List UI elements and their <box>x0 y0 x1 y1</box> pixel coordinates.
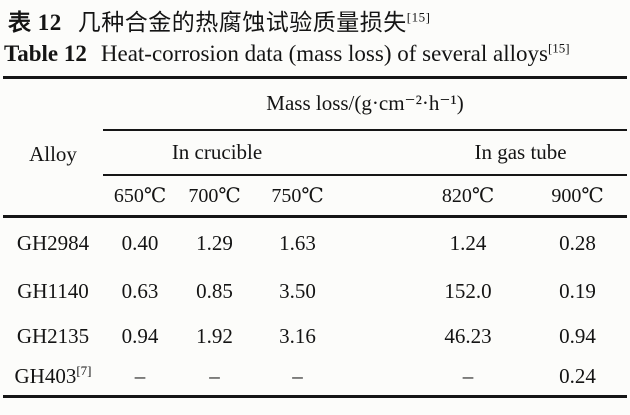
caption-en-title: Heat-corrosion data (mass loss) of sever… <box>100 41 548 66</box>
alloy-name: GH1140 <box>17 278 89 303</box>
spacer-cell <box>343 359 408 397</box>
group-header-crucible: In crucible <box>103 129 408 176</box>
value-cell: – <box>292 364 303 389</box>
value-cell: 1.29 <box>196 230 233 255</box>
temp-header-700: 700℃ <box>177 174 252 218</box>
caption-en-reference: [15] <box>547 40 570 56</box>
value-cell: 0.94 <box>121 323 159 348</box>
value-cell: 3.50 <box>279 278 316 303</box>
alloy-column-header: Alloy <box>3 129 103 218</box>
table-row-gh2135: GH2135 0.94 1.92 3.16 46.23 0.94 <box>3 314 627 359</box>
value-cell: 46.23 <box>444 323 492 348</box>
unit-header: Mass loss/(g·cm⁻²·h⁻¹) <box>103 77 628 131</box>
caption-english: Table 12 Heat-corrosion data (mass loss) … <box>4 41 570 67</box>
value-cell: 1.63 <box>279 230 316 255</box>
value-cell: 1.92 <box>196 323 233 348</box>
temperature-header-row: 650℃ 700℃ 750℃ 820℃ 900℃ <box>3 174 628 218</box>
value-cell: 0.63 <box>121 278 159 303</box>
temp-header-750: 750℃ <box>252 174 343 218</box>
caption-chinese: 表 12 几种合金的热腐蚀试验质量损失[15] <box>8 3 430 37</box>
alloy-name: GH2135 <box>16 323 90 348</box>
temp-header-650: 650℃ <box>103 174 177 218</box>
temp-header-900: 900℃ <box>528 174 628 218</box>
alloy-reference: [7] <box>76 363 92 379</box>
value-cell: 3.16 <box>279 323 316 348</box>
value-cell: 0.40 <box>121 230 159 255</box>
group-header-row: Alloy In crucible In gas tube <box>3 129 628 218</box>
spacer-cell <box>343 174 408 218</box>
table-row-gh403: GH403[7] – – – – 0.24 <box>3 359 627 397</box>
alloy-name-cell: GH2984 <box>3 217 103 269</box>
heat-corrosion-table: Mass loss/(g·cm⁻²·h⁻¹) Alloy In crucible… <box>3 76 628 398</box>
alloy-name-cell: GH1140 <box>3 269 103 314</box>
corner-blank-cell <box>3 78 103 130</box>
spacer-cell <box>343 269 408 314</box>
alloy-name: GH2984 <box>16 230 90 255</box>
value-cell: 0.19 <box>559 278 596 303</box>
alloy-name-cell: GH2135 <box>3 314 103 359</box>
value-cell: – <box>209 364 220 389</box>
value-cell: 0.28 <box>559 230 596 255</box>
caption-zh-table-number: 表 12 <box>8 10 62 35</box>
spacer-cell <box>343 217 408 269</box>
value-cell: 1.24 <box>449 230 487 255</box>
value-cell: 0.94 <box>559 323 596 348</box>
value-cell: – <box>462 364 474 389</box>
caption-en-table-number: Table 12 <box>4 41 87 66</box>
spacer-cell <box>343 314 408 359</box>
value-cell: 0.24 <box>559 364 596 389</box>
table-row-gh1140: GH1140 0.63 0.85 3.50 152.0 0.19 <box>3 269 627 314</box>
alloy-name: GH403 <box>14 364 77 389</box>
value-cell: – <box>134 364 146 389</box>
group-header-gas-tube: In gas tube <box>408 129 628 176</box>
alloy-name-cell: GH403[7] <box>3 359 103 397</box>
table-row-gh2984: GH2984 0.40 1.29 1.63 1.24 0.28 <box>3 217 627 269</box>
temp-header-820: 820℃ <box>408 174 528 218</box>
caption-zh-title: 几种合金的热腐蚀试验质量损失 <box>77 10 407 35</box>
value-cell: 0.85 <box>196 278 233 303</box>
value-cell: 152.0 <box>444 278 492 303</box>
caption-zh-reference: [15] <box>406 9 431 25</box>
unit-header-row: Mass loss/(g·cm⁻²·h⁻¹) <box>3 77 628 131</box>
